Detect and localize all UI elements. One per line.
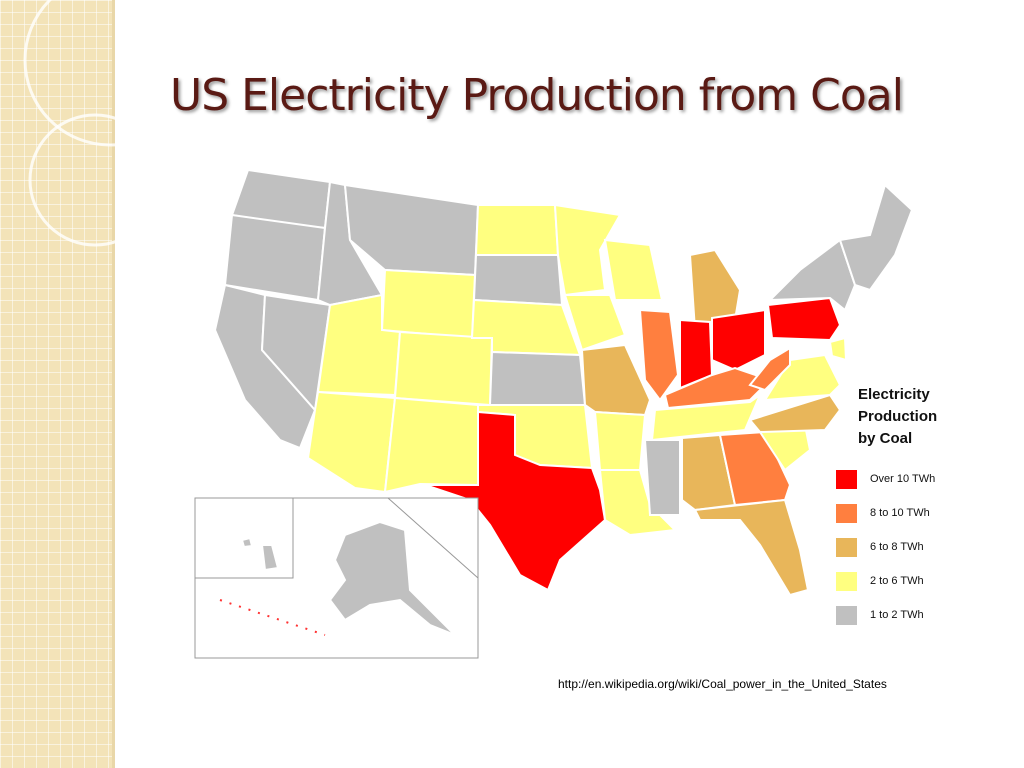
legend-label: Over 10 TWh (870, 473, 936, 485)
states (213, 168, 914, 597)
legend-label: 2 to 6 TWh (870, 575, 924, 587)
state (593, 410, 647, 471)
state (598, 469, 678, 537)
state (393, 330, 494, 407)
state (563, 294, 627, 352)
decoration (28, 113, 162, 247)
state (650, 392, 763, 442)
inset-divider (293, 497, 479, 579)
state (488, 350, 587, 406)
state (838, 183, 914, 292)
state (424, 410, 607, 592)
state (580, 343, 652, 417)
hawaii (240, 536, 254, 549)
legend-swatch (836, 504, 857, 523)
state (553, 203, 622, 297)
legend-label: 6 to 8 TWh (870, 541, 924, 553)
state (766, 296, 842, 342)
legend (836, 470, 857, 625)
legend-swatch (836, 606, 857, 625)
state (767, 238, 857, 312)
state (688, 248, 742, 332)
state (748, 346, 791, 392)
state (693, 498, 810, 597)
state (223, 213, 327, 302)
legend-title: Electricity Production by Coal (858, 386, 938, 447)
state (474, 204, 560, 256)
legend-swatch (836, 470, 857, 489)
source-link[interactable]: http://en.wikipedia.org/wiki/Coal_power_… (558, 677, 887, 691)
state (343, 183, 480, 277)
legend-label: 8 to 10 TWh (870, 507, 930, 519)
state (383, 396, 479, 494)
state (472, 254, 564, 307)
state (711, 308, 766, 372)
inset-divider (195, 498, 294, 579)
state (638, 308, 680, 402)
state (643, 439, 681, 516)
legend-swatch (836, 572, 857, 591)
legend-label: 1 to 2 TWh (870, 609, 924, 621)
decoration (23, 0, 197, 147)
slide-title: US Electricity Production from Coal (170, 70, 904, 121)
hawaii (260, 544, 280, 572)
state (306, 390, 397, 494)
state (748, 393, 842, 434)
state (380, 268, 477, 340)
state (828, 336, 848, 362)
legend-swatch (836, 538, 857, 557)
alaska (328, 520, 456, 636)
state (603, 238, 664, 301)
